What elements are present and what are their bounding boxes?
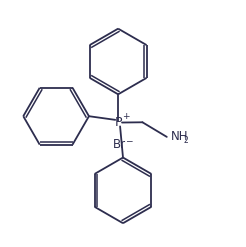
Text: Br: Br [113,138,126,151]
Text: +: + [122,112,130,121]
Text: 2: 2 [183,136,188,145]
Text: P: P [114,116,122,129]
Text: NH: NH [170,130,188,143]
Text: −: − [125,136,132,145]
